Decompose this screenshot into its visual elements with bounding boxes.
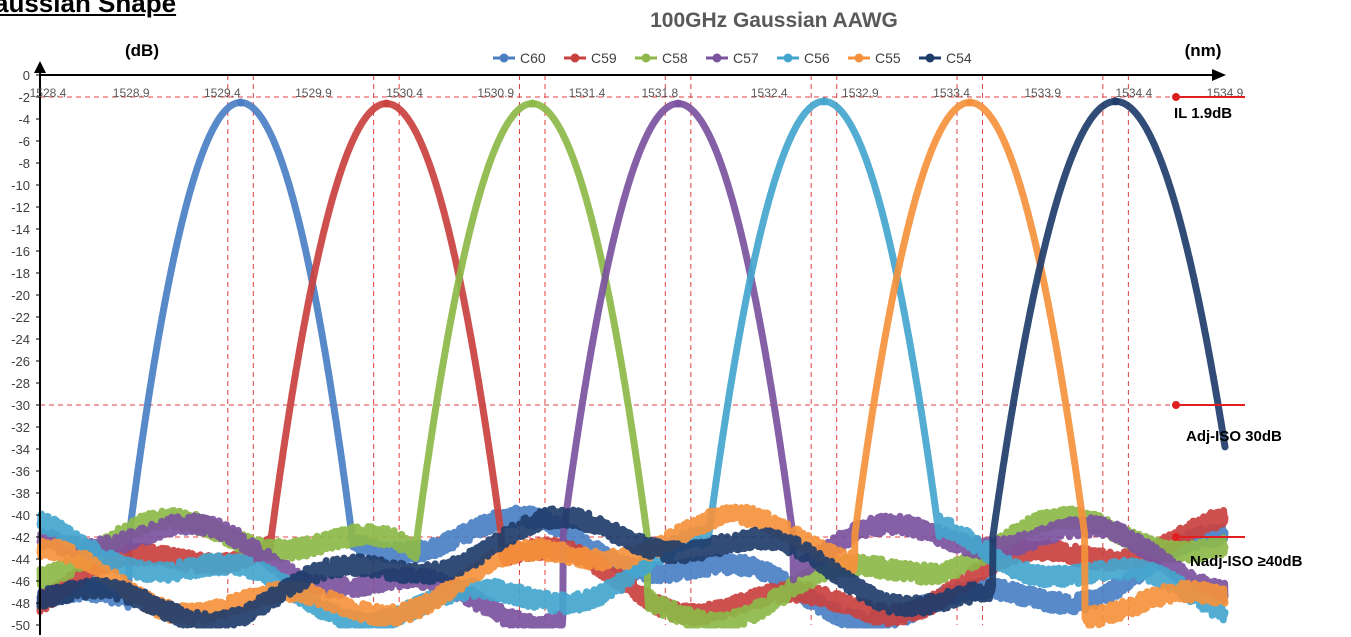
legend-label-c60: C60 — [520, 50, 546, 66]
legend-marker-c56 — [783, 53, 793, 63]
series-c57 — [36, 100, 1229, 629]
peak-point-c58 — [528, 99, 537, 108]
section-title: aussian Shape — [0, 0, 177, 18]
y-tick-label: -48 — [11, 596, 30, 611]
y-tick-label: -18 — [11, 266, 30, 281]
y-tick-label: -46 — [11, 574, 30, 589]
y-tick-label: -26 — [11, 354, 30, 369]
y-tick-label: -22 — [11, 310, 30, 325]
reference-marker-2 — [1172, 533, 1180, 541]
y-tick-label: -32 — [11, 420, 30, 435]
peak-point-c59 — [382, 99, 391, 108]
x-tick-label: 1529.4 — [204, 86, 241, 100]
peak-point-c60 — [236, 98, 245, 107]
y-axis-unit: (dB) — [125, 41, 159, 60]
y-tick-label: -40 — [11, 508, 30, 523]
y-tick-label: 0 — [23, 68, 30, 83]
x-tick-label: 1528.4 — [30, 86, 67, 100]
y-tick-label: -10 — [11, 178, 30, 193]
y-tick-label: -28 — [11, 376, 30, 391]
axes — [34, 61, 1226, 635]
legend-marker-c54 — [925, 53, 935, 63]
reference-marker-0 — [1172, 93, 1180, 101]
series-c56 — [36, 97, 1229, 629]
y-tick-label: -36 — [11, 464, 30, 479]
series-c54 — [36, 97, 1229, 629]
y-tick-label: -20 — [11, 288, 30, 303]
peak-point-c56 — [819, 97, 828, 106]
annotations: IL 1.9dB Adj-ISO 30dB Nadj-ISO ≥40dB — [1172, 93, 1303, 570]
y-tick-label: -24 — [11, 332, 30, 347]
y-tick-label: -12 — [11, 200, 30, 215]
y-tick-label: -38 — [11, 486, 30, 501]
y-tick-label: -44 — [11, 552, 30, 567]
legend-marker-c57 — [712, 53, 722, 63]
legend-label-c57: C57 — [733, 50, 759, 66]
x-tick-label: 1532.9 — [842, 86, 879, 100]
x-tick-labels: 1528.4 1528.9 1529.4 1529.9 1530.4 1530.9 1531… — [30, 86, 1244, 100]
y-tick-labels: 0 -2 -4 -6 -8 -10 -12 -14 -16 -18 -20 -22 -24 -26 -28 -… — [11, 68, 40, 633]
reference-label-1: Adj-ISO 30dB — [1186, 428, 1282, 445]
x-axis-unit: (nm) — [1185, 41, 1222, 60]
x-tick-label: 1530.4 — [386, 86, 423, 100]
y-tick-label: -50 — [11, 618, 30, 633]
y-tick-label: -16 — [11, 244, 30, 259]
legend-marker-c58 — [641, 53, 651, 63]
legend-marker-c55 — [854, 53, 864, 63]
peak-point-c57 — [674, 99, 683, 108]
reference-marker-1 — [1172, 401, 1180, 409]
legend-label-c59: C59 — [591, 50, 617, 66]
peak-point-c54 — [1111, 97, 1120, 106]
x-tick-label: 1533.9 — [1024, 86, 1061, 100]
x-tick-label: 1533.4 — [933, 86, 970, 100]
chart-title: 100GHz Gaussian AAWG — [650, 9, 898, 32]
reference-label-2: Nadj-ISO ≥40dB — [1190, 553, 1303, 570]
y-axis-arrow — [34, 61, 46, 73]
x-tick-label: 1528.9 — [113, 86, 150, 100]
legend-label-c55: C55 — [875, 50, 901, 66]
x-tick-label: 1529.9 — [295, 86, 332, 100]
y-tick-label: -30 — [11, 398, 30, 413]
y-tick-label: -42 — [11, 530, 30, 545]
legend-label-c54: C54 — [946, 50, 972, 66]
y-tick-label: -14 — [11, 222, 30, 237]
legend: C60 C59 C58 C57 C56 C55 C54 — [493, 50, 972, 66]
x-tick-label: 1532.4 — [751, 86, 788, 100]
legend-marker-c59 — [570, 53, 580, 63]
x-tick-label: 1531.4 — [569, 86, 606, 100]
y-tick-label: -6 — [18, 134, 30, 149]
y-tick-label: -2 — [18, 90, 30, 105]
y-tick-label: -8 — [18, 156, 30, 171]
x-tick-label: 1530.9 — [477, 86, 514, 100]
x-axis-arrow — [1212, 69, 1226, 81]
legend-marker-c60 — [499, 53, 509, 63]
x-tick-label: 1531.8 — [641, 86, 678, 100]
channel-guide-lines — [227, 75, 1129, 625]
reference-label-0: IL 1.9dB — [1174, 105, 1232, 122]
legend-label-c58: C58 — [662, 50, 688, 66]
y-tick-label: -4 — [18, 112, 30, 127]
legend-label-c56: C56 — [804, 50, 830, 66]
peak-point-c55 — [965, 98, 974, 107]
series-layer — [36, 97, 1229, 629]
y-tick-label: -34 — [11, 442, 30, 457]
x-tick-label: 1534.4 — [1115, 86, 1152, 100]
